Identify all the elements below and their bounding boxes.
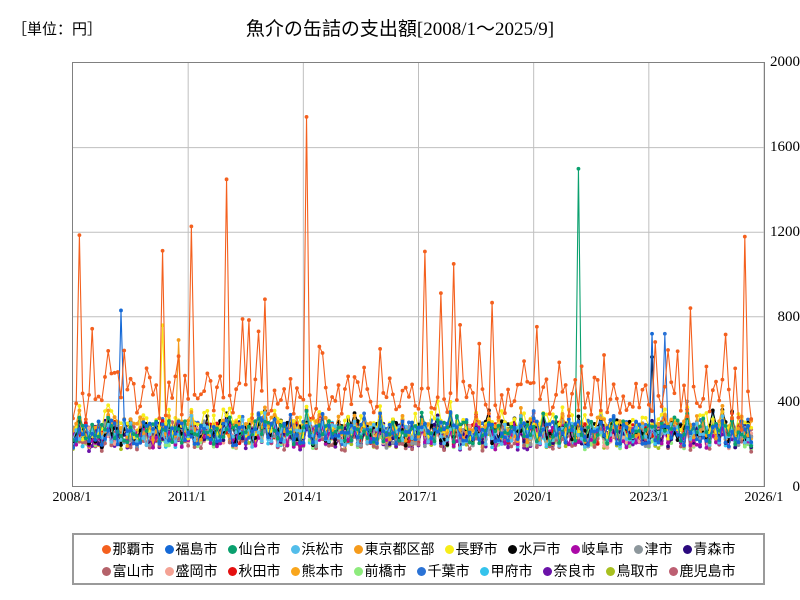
legend-item[interactable]: 富山市 [101,563,155,579]
series-lines [73,115,754,454]
legend-item[interactable]: 福島市 [164,541,218,557]
legend-label: 前橋市 [364,563,407,579]
y-tick-label: 1600 [770,139,800,155]
legend-label: 盛岡市 [175,563,218,579]
legend-marker-icon [227,544,237,554]
legend-marker-icon [507,544,517,554]
legend-marker-icon [164,566,174,576]
legend-label: 千葉市 [427,563,470,579]
legend-marker-icon [227,566,237,576]
legend-item[interactable]: 甲府市 [479,563,533,579]
series-1 [73,308,754,450]
legend-marker-icon [416,566,426,576]
legend-marker-icon [164,544,174,554]
legend-row: 那覇市 福島市 仙台市 浜松市 東京都区部 長野市 水戸市 岐阜市 津市 青森市 [74,538,763,560]
legend-item[interactable]: 奈良市 [542,563,596,579]
legend-label: 奈良市 [553,563,596,579]
series-0 [73,115,754,432]
legend-marker-icon [570,544,580,554]
legend-label: 富山市 [112,563,155,579]
legend-label: 長野市 [455,541,498,557]
legend-marker-icon [444,544,454,554]
legend-item[interactable]: 鳥取市 [605,563,659,579]
legend-item[interactable]: 前橋市 [353,563,407,579]
legend-item[interactable]: 仙台市 [227,541,281,557]
x-tick-label: 2014/1 [283,490,323,505]
legend-item[interactable]: 水戸市 [507,541,561,557]
legend-row: 富山市 盛岡市 秋田市 熊本市 前橋市 千葉市 甲府市 奈良市 鳥取市 鹿児島市 [74,560,763,582]
legend-label: 鹿児島市 [679,563,736,579]
x-tick-label: 2017/1 [398,490,438,505]
legend-label: 浜松市 [301,541,344,557]
legend-item[interactable]: 岐阜市 [570,541,624,557]
legend-item[interactable]: 津市 [633,541,673,557]
y-tick-label: 800 [777,309,800,325]
x-tick-label: 2020/1 [513,490,553,505]
legend-label: 岐阜市 [581,541,624,557]
legend-label: 仙台市 [238,541,281,557]
legend-item[interactable]: 秋田市 [227,563,281,579]
legend-marker-icon [101,544,111,554]
legend-label: 熊本市 [301,563,344,579]
legend-marker-icon [542,566,552,576]
legend-label: 鳥取市 [616,563,659,579]
series-2 [73,166,754,448]
y-tick-label: 1200 [770,224,800,240]
legend-item[interactable]: 千葉市 [416,563,470,579]
legend-item[interactable]: 盛岡市 [164,563,218,579]
legend-marker-icon [353,544,363,554]
x-tick-label: 2026/1 [744,490,784,505]
legend-marker-icon [290,566,300,576]
legend-marker-icon [668,566,678,576]
legend-item[interactable]: 熊本市 [290,563,344,579]
chart-legend: 那覇市 福島市 仙台市 浜松市 東京都区部 長野市 水戸市 岐阜市 津市 青森市 富山市 盛岡市 秋田… [72,533,765,585]
y-tick-label: 400 [777,394,800,410]
legend-item[interactable]: 那覇市 [101,541,155,557]
legend-item[interactable]: 長野市 [444,541,498,557]
y-tick-label: 0 [792,479,800,495]
legend-item[interactable]: 東京都区部 [353,541,435,557]
legend-label: 水戸市 [518,541,561,557]
legend-label: 青森市 [693,541,736,557]
legend-marker-icon [290,544,300,554]
legend-label: 東京都区部 [364,541,435,557]
legend-item[interactable]: 鹿児島市 [668,563,736,579]
x-tick-label: 2008/1 [52,490,92,505]
unit-label: ［単位：円］ [12,22,103,38]
legend-label: 福島市 [175,541,218,557]
legend-label: 那覇市 [112,541,155,557]
legend-label: 甲府市 [490,563,533,579]
legend-label: 秋田市 [238,563,281,579]
legend-item[interactable]: 青森市 [682,541,736,557]
legend-marker-icon [353,566,363,576]
y-tick-label: 2000 [770,54,800,70]
legend-label: 津市 [644,541,673,557]
chart-canvas [73,63,764,486]
legend-marker-icon [605,566,615,576]
legend-marker-icon [479,566,489,576]
legend-marker-icon [682,544,692,554]
legend-marker-icon [101,566,111,576]
legend-item[interactable]: 浜松市 [290,541,344,557]
x-tick-label: 2011/1 [167,490,207,505]
legend-marker-icon [633,544,643,554]
page-title: 魚介の缶詰の支出額[2008/1～2025/9] [245,19,555,40]
plot-area [72,62,765,487]
x-tick-label: 2023/1 [629,490,669,505]
